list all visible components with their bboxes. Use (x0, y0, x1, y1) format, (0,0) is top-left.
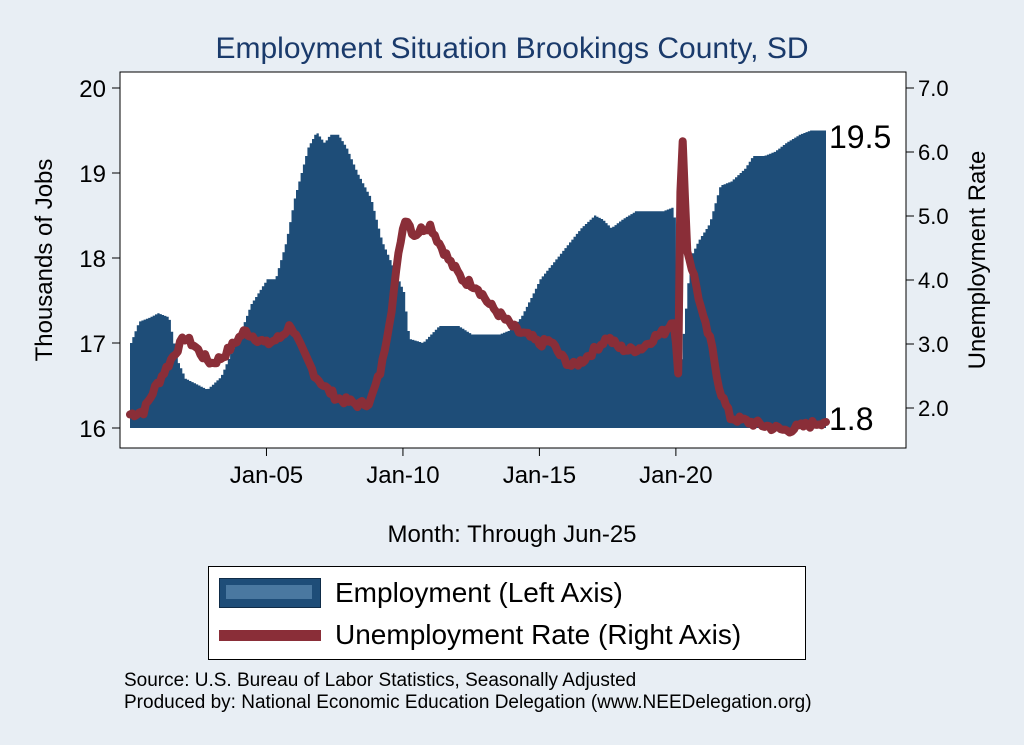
chart: Employment Situation Brookings County, S… (31, 32, 991, 548)
right-tick-label: 5.0 (918, 204, 949, 229)
left-axis: 16 17 18 19 20 (79, 72, 121, 448)
x-tick-label: Jan-05 (230, 462, 303, 489)
right-axis: 2.0 3.0 4.0 5.0 6.0 7.0 (905, 72, 949, 448)
produced-by-note: Produced by: National Economic Education… (124, 692, 812, 713)
employment-end-label: 19.5 (829, 119, 891, 155)
unemployment-end-label: 1.8 (829, 401, 873, 437)
right-tick-label: 2.0 (918, 396, 949, 421)
right-tick-label: 7.0 (918, 76, 949, 101)
legend-unemployment-label: Unemployment Rate (Right Axis) (335, 619, 742, 650)
x-tick-label: Jan-15 (503, 462, 576, 489)
left-tick-label: 17 (79, 331, 106, 358)
legend-item-employment: Employment (Left Axis) (219, 575, 623, 611)
right-tick-label: 6.0 (918, 140, 949, 165)
left-tick-label: 18 (79, 246, 106, 273)
chart-title: Employment Situation Brookings County, S… (215, 32, 808, 65)
x-tick-label: Jan-10 (366, 462, 439, 489)
x-axis: Jan-05 Jan-10 Jan-15 Jan-20 (120, 447, 906, 489)
source-note: Source: U.S. Bureau of Labor Statistics,… (124, 670, 637, 691)
left-tick-label: 20 (79, 76, 106, 103)
left-axis-label: Thousands of Jobs (31, 159, 58, 362)
left-tick-label: 19 (79, 161, 106, 188)
right-tick-label: 3.0 (918, 332, 949, 357)
unemployment-line (126, 137, 830, 437)
x-axis-label: Month: Through Jun-25 (387, 521, 636, 548)
unemployment-swatch (219, 629, 321, 641)
left-tick-label: 16 (79, 416, 106, 443)
legend: Employment (Left Axis) Unemployment Rate… (208, 566, 806, 660)
right-axis-label: Unemployment Rate (964, 151, 991, 370)
employment-swatch (219, 578, 321, 608)
x-tick-label: Jan-20 (639, 462, 712, 489)
legend-item-unemployment: Unemployment Rate (Right Axis) (219, 617, 741, 653)
right-tick-label: 4.0 (918, 268, 949, 293)
legend-employment-label: Employment (Left Axis) (335, 577, 623, 608)
